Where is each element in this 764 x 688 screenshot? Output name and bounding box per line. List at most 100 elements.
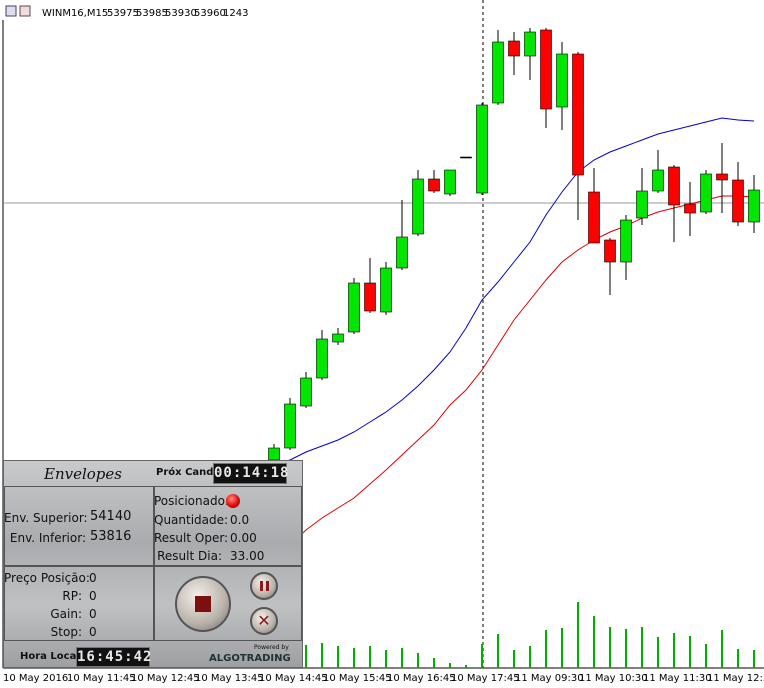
bar-open: 53975 xyxy=(107,8,139,19)
volume-bar xyxy=(353,648,355,668)
volume-bar xyxy=(321,643,323,668)
candle-body xyxy=(700,173,712,213)
result-dia-label: Result Dia: xyxy=(157,549,222,563)
candle-body xyxy=(588,191,600,244)
volume-bar xyxy=(657,637,659,668)
volume-bar xyxy=(753,650,755,668)
x-tick-label: 11 May 09:30 xyxy=(515,673,584,684)
candle-body xyxy=(476,104,488,194)
volume-bar xyxy=(449,663,451,668)
volume-bar xyxy=(545,630,547,668)
position-section xyxy=(154,486,302,566)
volume-bar xyxy=(641,627,643,668)
result-oper-label: Result Oper: xyxy=(154,531,229,545)
env-inferior: 53816 xyxy=(90,529,132,544)
candle-body xyxy=(332,333,344,343)
candle-body xyxy=(300,377,312,407)
envelopes-panel: Envelopes Próx Candle: 00:14:18 Env. Sup… xyxy=(3,460,303,668)
volume-bar xyxy=(705,644,707,668)
volume-bar xyxy=(689,636,691,668)
rp: 0 xyxy=(89,589,97,603)
rp-label: RP: xyxy=(62,589,82,603)
chart-icon[interactable] xyxy=(5,5,17,17)
volume-bar xyxy=(513,650,515,668)
stop-button[interactable] xyxy=(175,576,231,632)
gain-label: Gain: xyxy=(50,607,82,621)
bar-close: 53960 xyxy=(194,8,226,19)
x-tick-label: 10 May 17:45 xyxy=(451,673,520,684)
candle-body xyxy=(732,179,744,223)
volume-bar xyxy=(609,627,611,668)
candle-body xyxy=(284,403,296,449)
button-section xyxy=(154,566,302,641)
volume-bar xyxy=(593,616,595,668)
posicionado-label: Posicionado: xyxy=(154,494,229,508)
x-tick-label: 10 May 15:45 xyxy=(323,673,392,684)
preco-posicao: 0 xyxy=(89,571,97,585)
pause-button[interactable] xyxy=(250,572,278,600)
candle-body xyxy=(508,40,520,57)
x-tick-label: 10 May 12:45 xyxy=(131,673,200,684)
position-indicator xyxy=(226,494,240,508)
candle-body xyxy=(668,166,680,206)
candle-body xyxy=(556,53,568,108)
next-candle-label: Próx Candle: xyxy=(156,467,228,478)
candle-body xyxy=(748,189,760,223)
volume-bar xyxy=(481,644,483,668)
candle-body xyxy=(684,203,696,214)
volume-bar xyxy=(369,646,371,668)
volume-bar xyxy=(497,634,499,668)
result-dia: 33.00 xyxy=(230,549,265,563)
quantidade-label: Quantidade: xyxy=(154,513,229,527)
candle-body xyxy=(492,41,504,104)
candle-body xyxy=(620,219,632,263)
order-section xyxy=(4,566,154,641)
x-tick-label: 10 May 11:45 xyxy=(67,673,136,684)
panel-title: Envelopes xyxy=(44,465,122,483)
candle-body xyxy=(652,169,664,192)
volume-bar xyxy=(433,658,435,668)
env-inferior-label: Env. Inferior: xyxy=(9,531,86,545)
x-tick-label: 10 May 13:45 xyxy=(195,673,264,684)
candle-body xyxy=(396,236,408,269)
candle-body xyxy=(604,239,616,263)
gain: 0 xyxy=(89,607,97,621)
candle-body xyxy=(364,282,376,312)
candle-body xyxy=(348,282,360,333)
x-tick-label: 11 May 12:30 xyxy=(707,673,764,684)
candle-body xyxy=(716,173,728,181)
bar-volume: 1243 xyxy=(223,8,248,19)
symbol: WINM16,M15 xyxy=(42,8,108,19)
result-oper: 0.00 xyxy=(230,531,257,545)
stop-label: Stop: xyxy=(50,625,82,639)
brand: ALGOTRADING xyxy=(209,653,291,664)
volume-bar xyxy=(337,646,339,668)
volume-bar xyxy=(673,633,675,668)
x-tick-label: 10 May 16:45 xyxy=(387,673,456,684)
quantidade: 0.0 xyxy=(230,513,250,527)
stop: 0 xyxy=(89,625,97,639)
envelope-lower xyxy=(273,195,755,553)
env-superior: 54140 xyxy=(90,509,132,524)
close-button[interactable]: ✕ xyxy=(250,607,278,635)
candle-body xyxy=(460,156,472,159)
volume-bar xyxy=(577,602,579,668)
volume-bar xyxy=(625,629,627,668)
chart-icon[interactable] xyxy=(19,5,31,17)
candle-body xyxy=(380,267,392,313)
pause-icon xyxy=(266,581,269,591)
candle-body xyxy=(268,447,280,461)
envelope-section xyxy=(4,486,154,566)
hora-local-label: Hora Local: xyxy=(20,651,84,662)
candle-body xyxy=(412,178,424,235)
next-candle-clock: 00:14:18 xyxy=(213,463,288,484)
hora-local-clock: 16:45:42 xyxy=(76,647,153,667)
volume-bar xyxy=(401,648,403,668)
x-tick-label: 10 May 14:45 xyxy=(259,673,328,684)
env-superior-label: Env. Superior: xyxy=(4,511,88,525)
x-tick-label: 11 May 11:30 xyxy=(643,673,712,684)
volume-bar xyxy=(417,653,419,668)
stop-icon xyxy=(195,596,211,612)
